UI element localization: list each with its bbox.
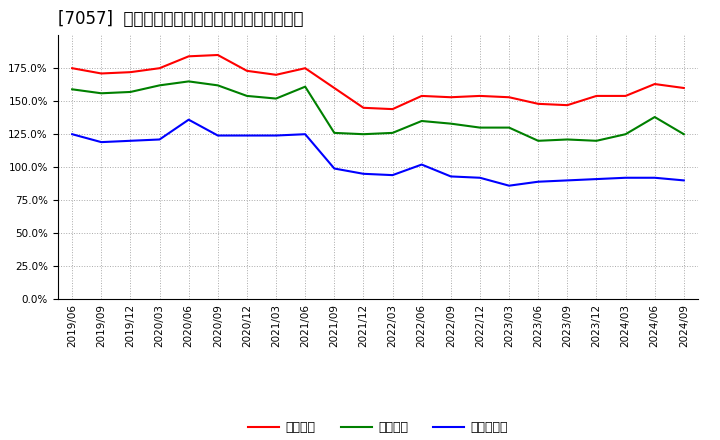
現預金比率 xyxy=(418,162,426,167)
当座比率 xyxy=(563,137,572,142)
当座比率 xyxy=(534,138,543,143)
流動比率 xyxy=(68,66,76,71)
流動比率 xyxy=(330,85,338,91)
流動比率 xyxy=(446,95,455,100)
当座比率 xyxy=(68,87,76,92)
現預金比率 xyxy=(680,178,688,183)
当座比率 xyxy=(446,121,455,126)
現預金比率 xyxy=(563,178,572,183)
当座比率 xyxy=(476,125,485,130)
当座比率 xyxy=(650,114,659,120)
現預金比率 xyxy=(388,172,397,178)
当座比率 xyxy=(505,125,513,130)
流動比率 xyxy=(388,106,397,112)
現預金比率 xyxy=(68,132,76,137)
当座比率 xyxy=(213,83,222,88)
現預金比率 xyxy=(156,137,164,142)
流動比率 xyxy=(505,95,513,100)
流動比率 xyxy=(476,93,485,99)
現預金比率 xyxy=(243,133,251,138)
流動比率 xyxy=(97,71,106,76)
当座比率 xyxy=(184,79,193,84)
流動比率 xyxy=(592,93,600,99)
Text: [7057]  流動比率、当座比率、現預金比率の推移: [7057] 流動比率、当座比率、現預金比率の推移 xyxy=(58,10,303,28)
流動比率 xyxy=(243,68,251,73)
流動比率 xyxy=(184,54,193,59)
当座比率 xyxy=(418,118,426,124)
流動比率 xyxy=(418,93,426,99)
現預金比率 xyxy=(330,166,338,171)
Legend: 流動比率, 当座比率, 現預金比率: 流動比率, 当座比率, 現預金比率 xyxy=(243,416,513,439)
現預金比率 xyxy=(446,174,455,179)
現預金比率 xyxy=(184,117,193,122)
流動比率 xyxy=(156,66,164,71)
現預金比率 xyxy=(213,133,222,138)
流動比率 xyxy=(650,81,659,87)
当座比率 xyxy=(330,130,338,136)
流動比率 xyxy=(563,103,572,108)
現預金比率 xyxy=(271,133,280,138)
現預金比率 xyxy=(592,176,600,182)
現預金比率 xyxy=(301,132,310,137)
当座比率 xyxy=(97,91,106,96)
Line: 当座比率: 当座比率 xyxy=(72,81,684,141)
現預金比率 xyxy=(621,175,630,180)
現預金比率 xyxy=(534,179,543,184)
当座比率 xyxy=(156,83,164,88)
当座比率 xyxy=(359,132,368,137)
当座比率 xyxy=(592,138,600,143)
流動比率 xyxy=(271,72,280,77)
当座比率 xyxy=(271,96,280,101)
現預金比率 xyxy=(126,138,135,143)
流動比率 xyxy=(359,105,368,110)
当座比率 xyxy=(243,93,251,99)
現預金比率 xyxy=(359,171,368,176)
Line: 流動比率: 流動比率 xyxy=(72,55,684,109)
流動比率 xyxy=(126,70,135,75)
流動比率 xyxy=(301,66,310,71)
当座比率 xyxy=(301,84,310,89)
当座比率 xyxy=(680,132,688,137)
当座比率 xyxy=(621,132,630,137)
Line: 現預金比率: 現預金比率 xyxy=(72,120,684,186)
現預金比率 xyxy=(476,175,485,180)
現預金比率 xyxy=(505,183,513,188)
現預金比率 xyxy=(650,175,659,180)
現預金比率 xyxy=(97,139,106,145)
流動比率 xyxy=(213,52,222,58)
流動比率 xyxy=(534,101,543,106)
当座比率 xyxy=(126,89,135,95)
流動比率 xyxy=(621,93,630,99)
流動比率 xyxy=(680,85,688,91)
当座比率 xyxy=(388,130,397,136)
